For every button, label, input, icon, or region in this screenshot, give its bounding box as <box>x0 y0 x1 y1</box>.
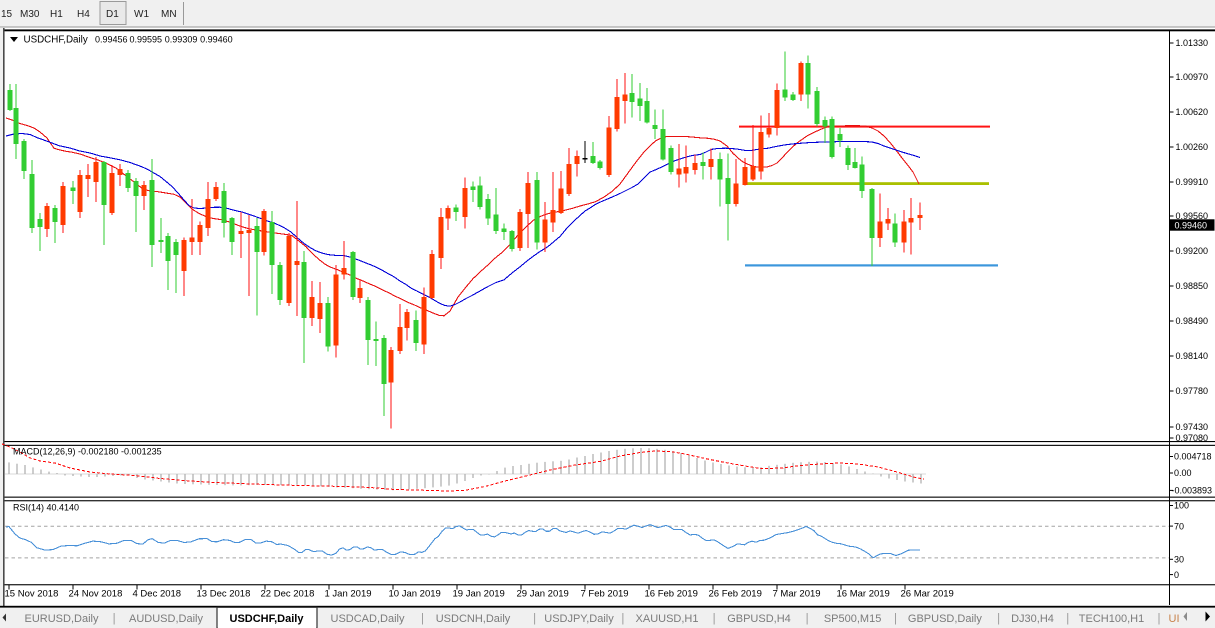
svg-text:1.00970: 1.00970 <box>1176 72 1209 82</box>
svg-text:AUDUSD,Daily: AUDUSD,Daily <box>129 613 203 625</box>
svg-text:15 Nov 2018: 15 Nov 2018 <box>5 589 59 600</box>
svg-text:XAUUSD,H1: XAUUSD,H1 <box>636 613 699 625</box>
svg-text:|: | <box>997 613 1000 625</box>
svg-text:16 Feb 2019: 16 Feb 2019 <box>645 589 698 600</box>
svg-text:7 Mar 2019: 7 Mar 2019 <box>773 589 821 600</box>
svg-text:13 Dec 2018: 13 Dec 2018 <box>197 589 251 600</box>
svg-text:16 Mar 2019: 16 Mar 2019 <box>837 589 890 600</box>
svg-text:0.97780: 0.97780 <box>1176 386 1209 396</box>
svg-text:0.98850: 0.98850 <box>1176 281 1209 291</box>
svg-text:29 Jan 2019: 29 Jan 2019 <box>517 589 569 600</box>
svg-text:|: | <box>113 613 116 625</box>
svg-text:0.98140: 0.98140 <box>1176 351 1209 361</box>
svg-text:0: 0 <box>1174 570 1179 580</box>
svg-text:USDCHF,Daily: USDCHF,Daily <box>24 35 88 46</box>
svg-text:GBPUSD,H4: GBPUSD,H4 <box>727 613 791 625</box>
svg-text:H1: H1 <box>50 9 63 20</box>
svg-text:26 Mar 2019: 26 Mar 2019 <box>901 589 954 600</box>
svg-text:|: | <box>713 613 716 625</box>
svg-text:19 Jan 2019: 19 Jan 2019 <box>453 589 505 600</box>
svg-text:|: | <box>1066 613 1069 625</box>
svg-text:1.01330: 1.01330 <box>1176 38 1209 48</box>
svg-text:1.00260: 1.00260 <box>1176 142 1209 152</box>
svg-text:DJ30,H4: DJ30,H4 <box>1011 613 1054 625</box>
svg-text:24 Nov 2018: 24 Nov 2018 <box>69 589 123 600</box>
svg-text:D1: D1 <box>106 9 119 20</box>
svg-text:0.99456: 0.99456 <box>95 35 128 45</box>
svg-text:0.98490: 0.98490 <box>1176 316 1209 326</box>
svg-text:RSI(14) 40.4140: RSI(14) 40.4140 <box>13 503 79 513</box>
svg-text:4 Dec 2018: 4 Dec 2018 <box>133 589 182 600</box>
svg-text:USDCNH,Daily: USDCNH,Daily <box>436 613 511 625</box>
svg-text:0.99309: 0.99309 <box>165 35 198 45</box>
svg-text:EURUSD,Daily: EURUSD,Daily <box>25 613 99 625</box>
svg-text:1.00620: 1.00620 <box>1176 107 1209 117</box>
svg-text:0.00: 0.00 <box>1174 468 1192 478</box>
svg-text:7 Feb 2019: 7 Feb 2019 <box>581 589 629 600</box>
svg-text:M30: M30 <box>20 9 40 20</box>
svg-text:10 Jan 2019: 10 Jan 2019 <box>389 589 441 600</box>
svg-text:|: | <box>806 613 809 625</box>
svg-text:26 Feb 2019: 26 Feb 2019 <box>709 589 762 600</box>
svg-text:-0.003893: -0.003893 <box>1172 486 1213 496</box>
svg-text:70: 70 <box>1174 521 1184 531</box>
svg-text:UI: UI <box>1169 613 1180 625</box>
svg-text:0.97430: 0.97430 <box>1176 422 1209 432</box>
svg-text:H4: H4 <box>77 9 90 20</box>
svg-text:0.97080: 0.97080 <box>1176 433 1209 443</box>
svg-text:SP500,M15: SP500,M15 <box>824 613 881 625</box>
svg-text:W1: W1 <box>134 9 149 20</box>
svg-text:GBPUSD,Daily: GBPUSD,Daily <box>908 613 982 625</box>
svg-text:|: | <box>621 613 624 625</box>
svg-text:MN: MN <box>161 9 177 20</box>
svg-text:MACD(12,26,9) -0.002180 -0.001: MACD(12,26,9) -0.002180 -0.001235 <box>13 447 162 457</box>
svg-text:30: 30 <box>1174 555 1184 565</box>
svg-text:USDCAD,Daily: USDCAD,Daily <box>331 613 405 625</box>
svg-text:0.99460: 0.99460 <box>1175 220 1208 230</box>
svg-text:100: 100 <box>1174 501 1189 511</box>
svg-text:|: | <box>894 613 897 625</box>
svg-text:0.99910: 0.99910 <box>1176 177 1209 187</box>
svg-text:0.004718: 0.004718 <box>1174 452 1212 462</box>
svg-text:22 Dec 2018: 22 Dec 2018 <box>261 589 315 600</box>
svg-text:USDCHF,Daily: USDCHF,Daily <box>230 613 305 625</box>
svg-text:TECH100,H1: TECH100,H1 <box>1079 613 1144 625</box>
svg-text:USDJPY,Daily: USDJPY,Daily <box>544 613 614 625</box>
svg-text:0.99560: 0.99560 <box>1176 211 1209 221</box>
svg-text:|: | <box>533 613 536 625</box>
svg-text:0.99200: 0.99200 <box>1176 246 1209 256</box>
svg-text:|: | <box>421 613 424 625</box>
svg-text:|: | <box>1158 613 1161 625</box>
svg-text:0.99460: 0.99460 <box>200 35 233 45</box>
svg-text:0.99595: 0.99595 <box>130 35 163 45</box>
svg-text:15: 15 <box>1 9 13 20</box>
svg-text:1 Jan 2019: 1 Jan 2019 <box>325 589 372 600</box>
